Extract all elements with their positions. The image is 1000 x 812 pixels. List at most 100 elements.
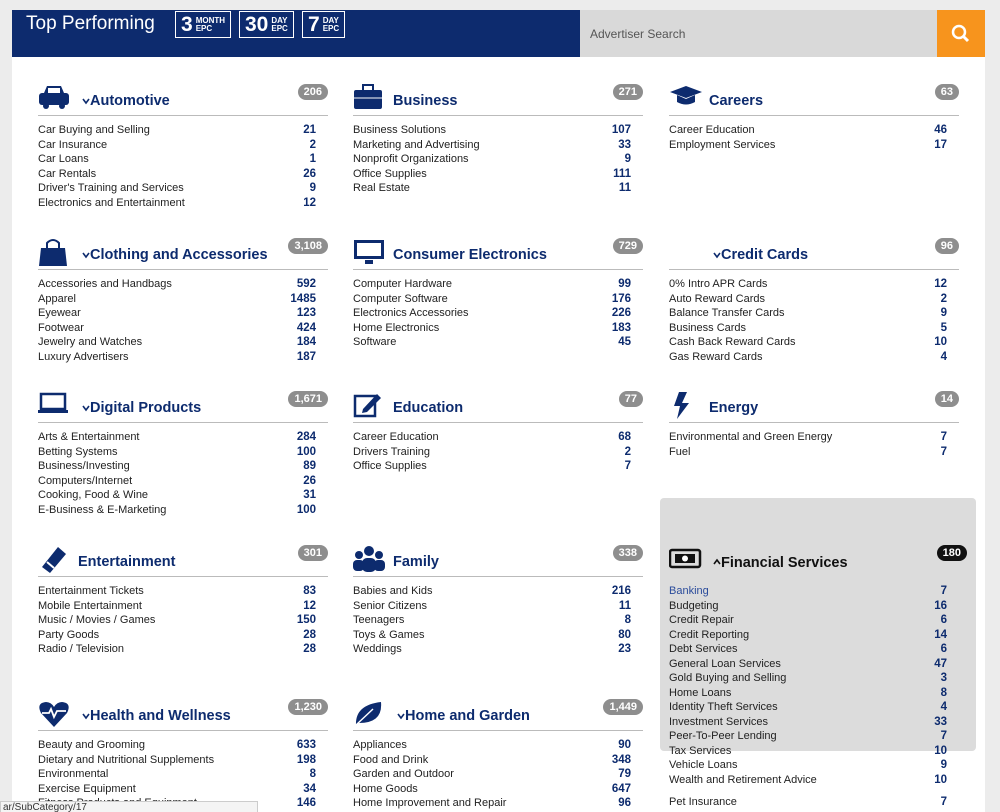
subcategory-row[interactable]: Career Education 68: [353, 431, 631, 443]
subcategory-row[interactable]: Debt Services 6: [669, 643, 947, 655]
subcategory-row[interactable]: Computer Hardware 99: [353, 278, 631, 290]
subcategory-row[interactable]: Cash Back Reward Cards 10: [669, 336, 947, 348]
subcategory-row[interactable]: Environmental 8: [38, 768, 316, 780]
subcategory-row[interactable]: Computers/Internet 26: [38, 475, 316, 487]
subcategory-row[interactable]: Software 45: [353, 336, 631, 348]
period-button[interactable]: 30 DAY EPC: [239, 11, 294, 38]
subcategory-row[interactable]: Home Improvement and Repair 96: [353, 797, 631, 809]
subcategory-row[interactable]: Vehicle Loans 9: [669, 759, 947, 771]
category-title[interactable]: Clothing and Accessories: [90, 247, 268, 263]
subcategory-row[interactable]: Exercise Equipment 34: [38, 783, 316, 795]
subcategory-row[interactable]: Credit Reporting 14: [669, 629, 947, 641]
period-button[interactable]: 3 MONTH EPC: [175, 11, 232, 38]
subcategory-row[interactable]: Weddings 23: [353, 643, 631, 655]
subcategory-row[interactable]: Toys & Games 80: [353, 629, 631, 641]
subcategory-row[interactable]: Home Electronics 183: [353, 322, 631, 334]
toggle-chevron[interactable]: [81, 250, 91, 260]
subcategory-row[interactable]: Food and Drink 348: [353, 754, 631, 766]
toggle-chevron[interactable]: [81, 711, 91, 721]
subcategory-row[interactable]: Credit Repair 6: [669, 614, 947, 626]
category-title[interactable]: Home and Garden: [405, 708, 530, 724]
subcategory-row[interactable]: Footwear 424: [38, 322, 316, 334]
category-title[interactable]: Business: [393, 93, 458, 109]
subcategory-row[interactable]: Drivers Training 2: [353, 446, 631, 458]
category-title[interactable]: Credit Cards: [721, 247, 809, 263]
subcategory-row[interactable]: Music / Movies / Games 150: [38, 614, 316, 626]
subcategory-row[interactable]: Entertainment Tickets 83: [38, 585, 316, 597]
subcategory-row[interactable]: Investment Services 33: [669, 716, 947, 728]
subcategory-row[interactable]: Pet Insurance 7: [669, 796, 947, 808]
subcategory-row[interactable]: Budgeting 16: [669, 600, 947, 612]
category-title[interactable]: Automotive: [90, 93, 170, 109]
subcategory-row[interactable]: Party Goods 28: [38, 629, 316, 641]
subcategory-row[interactable]: Gas Reward Cards 4: [669, 351, 947, 363]
toggle-chevron[interactable]: [396, 711, 406, 721]
subcategory-row[interactable]: Environmental and Green Energy 7: [669, 431, 947, 443]
subcategory-row[interactable]: 0% Intro APR Cards 12: [669, 278, 947, 290]
subcategory-row[interactable]: Office Supplies 7: [353, 460, 631, 472]
subcategory-row[interactable]: Apparel 1485: [38, 293, 316, 305]
subcategory-row[interactable]: Career Education 46: [669, 124, 947, 136]
subcategory-row[interactable]: Home Goods 647: [353, 783, 631, 795]
subcategory-row[interactable]: Car Rentals 26: [38, 168, 316, 180]
subcategory-row[interactable]: Car Buying and Selling 21: [38, 124, 316, 136]
subcategory-row[interactable]: Luxury Advertisers 187: [38, 351, 316, 363]
subcategory-row[interactable]: Real Estate 11: [353, 182, 631, 194]
category-title[interactable]: Careers: [709, 93, 764, 109]
category-title[interactable]: Education: [393, 400, 464, 416]
toggle-chevron[interactable]: [712, 250, 722, 260]
subcategory-row[interactable]: General Loan Services 47: [669, 658, 947, 670]
subcategory-row[interactable]: Radio / Television 28: [38, 643, 316, 655]
subcategory-row[interactable]: Business/Investing 89: [38, 460, 316, 472]
subcategory-row[interactable]: Fuel 7: [669, 446, 947, 458]
subcategory-row[interactable]: Beauty and Grooming 633: [38, 739, 316, 751]
subcategory-row[interactable]: Employment Services 17: [669, 139, 947, 151]
subcategory-row[interactable]: Eyewear 123: [38, 307, 316, 319]
subcategory-row[interactable]: Wealth and Retirement Advice 10: [669, 774, 947, 786]
subcategory-row[interactable]: Gold Buying and Selling 3: [669, 672, 947, 684]
subcategory-row[interactable]: Tax Services 10: [669, 745, 947, 757]
subcategory-row[interactable]: Balance Transfer Cards 9: [669, 307, 947, 319]
subcategory-row[interactable]: Car Insurance 2: [38, 139, 316, 151]
category-title[interactable]: Entertainment: [78, 554, 176, 570]
subcategory-row[interactable]: Business Solutions 107: [353, 124, 631, 136]
subcategory-row[interactable]: Car Loans 1: [38, 153, 316, 165]
category-title[interactable]: Digital Products: [90, 400, 202, 416]
subcategory-row[interactable]: Office Supplies 111: [353, 168, 631, 180]
toggle-chevron[interactable]: [81, 403, 91, 413]
subcategory-row[interactable]: Marketing and Advertising 33: [353, 139, 631, 151]
period-button[interactable]: 7 DAY EPC: [302, 11, 346, 38]
search-button[interactable]: [937, 10, 985, 57]
subcategory-row[interactable]: Mobile Entertainment 12: [38, 600, 316, 612]
category-title[interactable]: Consumer Electronics: [393, 247, 547, 263]
subcategory-row[interactable]: Betting Systems 100: [38, 446, 316, 458]
search-box[interactable]: Advertiser Search: [580, 10, 937, 57]
subcategory-row[interactable]: Senior Citizens 11: [353, 600, 631, 612]
subcategory-row[interactable]: Garden and Outdoor 79: [353, 768, 631, 780]
category-title[interactable]: Financial Services: [721, 555, 848, 571]
subcategory-row[interactable]: Jewelry and Watches 184: [38, 336, 316, 348]
subcategory-row[interactable]: Auto Reward Cards 2: [669, 293, 947, 305]
subcategory-row[interactable]: Appliances 90: [353, 739, 631, 751]
category-title[interactable]: Family: [393, 554, 439, 570]
subcategory-row[interactable]: Accessories and Handbags 592: [38, 278, 316, 290]
subcategory-row[interactable]: Identity Theft Services 4: [669, 701, 947, 713]
subcategory-row[interactable]: E-Business & E-Marketing 100: [38, 504, 316, 516]
subcategory-row[interactable]: Banking 7: [669, 585, 947, 597]
category-title[interactable]: Health and Wellness: [90, 708, 231, 724]
subcategory-row[interactable]: Nonprofit Organizations 9: [353, 153, 631, 165]
subcategory-row[interactable]: Arts & Entertainment 284: [38, 431, 316, 443]
category-title[interactable]: Energy: [709, 400, 759, 416]
subcategory-row[interactable]: Dietary and Nutritional Supplements 198: [38, 754, 316, 766]
toggle-chevron[interactable]: [81, 96, 91, 106]
subcategory-row[interactable]: Peer-To-Peer Lending 7: [669, 730, 947, 742]
toggle-chevron[interactable]: [712, 557, 722, 567]
subcategory-row[interactable]: Computer Software 176: [353, 293, 631, 305]
subcategory-row[interactable]: Cooking, Food & Wine 31: [38, 489, 316, 501]
subcategory-row[interactable]: Electronics and Entertainment 12: [38, 197, 316, 209]
subcategory-row[interactable]: Home Loans 8: [669, 687, 947, 699]
subcategory-row[interactable]: Teenagers 8: [353, 614, 631, 626]
subcategory-row[interactable]: Driver's Training and Services 9: [38, 182, 316, 194]
subcategory-row[interactable]: Babies and Kids 216: [353, 585, 631, 597]
subcategory-row[interactable]: Business Cards 5: [669, 322, 947, 334]
